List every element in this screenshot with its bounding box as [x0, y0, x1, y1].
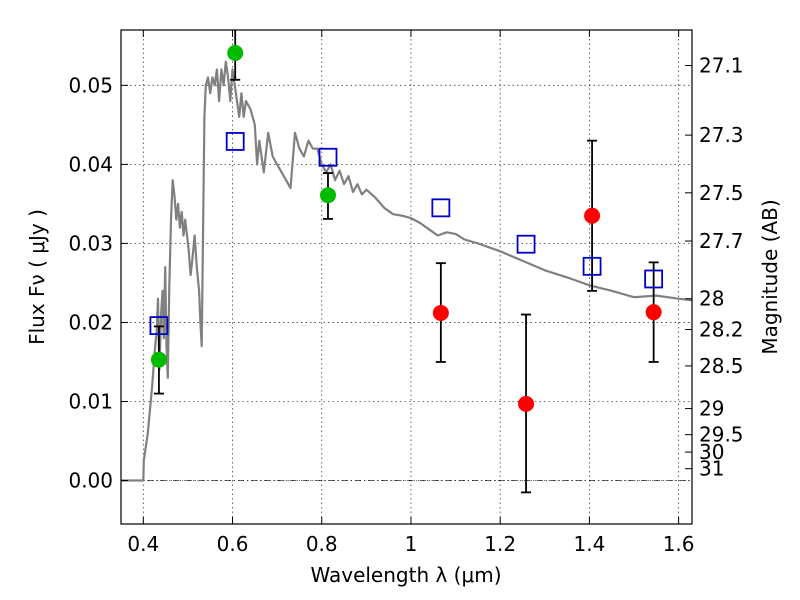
y-tick-label: 0.00: [68, 469, 113, 493]
model-flux-square: [149, 316, 169, 336]
magnitude-tick-label: 31: [699, 457, 724, 481]
grid: [121, 30, 692, 524]
x-axis-label: Wavelength λ (μm): [310, 563, 501, 587]
sed-model-line: [121, 60, 693, 482]
model-flux-square: [644, 269, 664, 289]
x-axis-ticks: 0.4 0.6 0.8 1 1.2 1.4 1.6: [127, 30, 695, 556]
y-tick-label: 0.03: [68, 231, 113, 255]
observed-flux-point: [645, 304, 662, 321]
magnitude-tick-label: 27.7: [699, 229, 744, 253]
magnitude-tick-label: 28.2: [699, 318, 744, 342]
x-tick-label: 0.4: [127, 532, 159, 556]
magnitude-tick-label: 27.3: [699, 123, 744, 147]
observed-flux-point: [319, 187, 336, 204]
magnitude-tick-label: 27.1: [699, 54, 744, 78]
observed-flux-point: [150, 351, 167, 368]
x-tick-label: 1.6: [663, 532, 695, 556]
observed-flux-point: [584, 207, 601, 224]
observed-flux-point: [518, 395, 535, 412]
x-tick-label: 0.6: [217, 532, 249, 556]
magnitude-tick-label: 29: [699, 397, 724, 421]
model-flux-square: [516, 234, 536, 254]
sed-model: [121, 60, 693, 482]
y-axis-label: Flux Fν ( μJy ): [25, 209, 49, 345]
plot-frame: [120, 29, 693, 525]
model-flux-square: [318, 147, 338, 167]
y-tick-label: 0.04: [68, 152, 113, 176]
magnitude-tick-label: 27.5: [699, 181, 744, 205]
x-tick-label: 1: [405, 532, 418, 556]
magnitude-tick-label: 30: [699, 440, 724, 464]
model-flux-square: [225, 132, 245, 151]
y-tick-label: 0.01: [68, 389, 113, 413]
x-tick-label: 1.4: [573, 532, 605, 556]
model-flux-square: [431, 198, 451, 218]
magnitude-tick-label: 28: [699, 287, 724, 311]
x-tick-label: 1.2: [484, 532, 516, 556]
y-tick-label: 0.05: [68, 73, 113, 97]
x-tick-label: 0.8: [306, 532, 338, 556]
magnitude-tick-label: 28.5: [699, 354, 744, 378]
magnitude-tick-label: 29.5: [699, 423, 744, 447]
y-tick-label: 0.02: [68, 310, 113, 334]
observed-flux-point: [227, 44, 244, 61]
model-flux-square: [582, 256, 602, 276]
observed-flux-point: [432, 304, 449, 321]
data-markers: [149, 44, 664, 412]
magnitude-axis-label: Magnitude (AB): [758, 199, 782, 354]
y-axis-ticks: 0.00 0.01 0.02 0.03 0.04 0.05: [68, 73, 128, 493]
